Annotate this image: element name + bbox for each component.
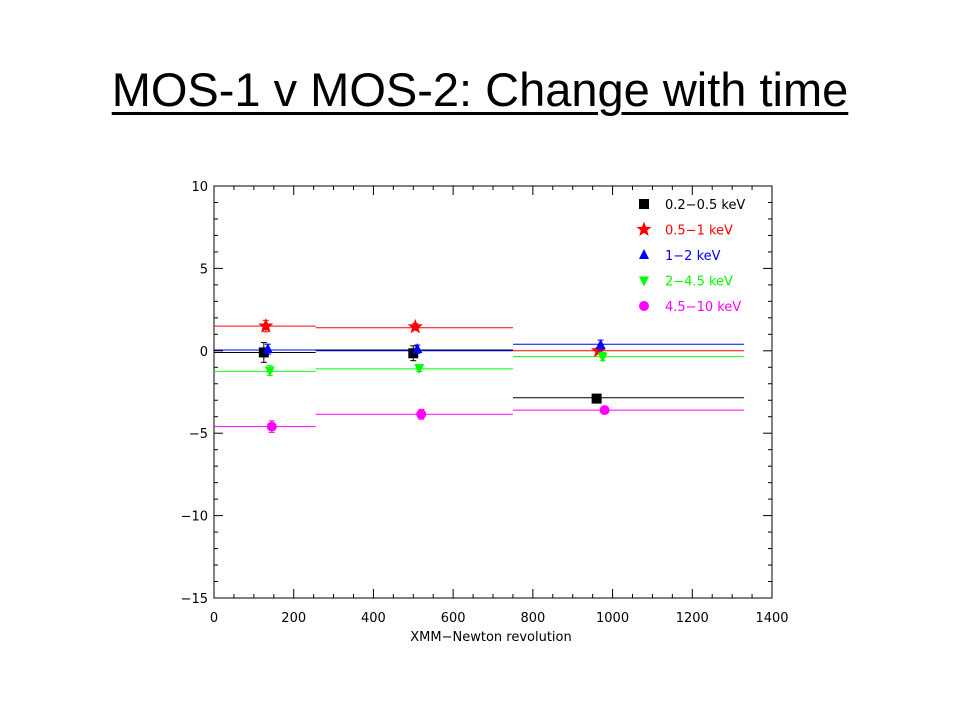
legend-label: 1−2 keV: [665, 249, 721, 264]
x-tick-label: 200: [281, 611, 306, 626]
x-tick-label: 0: [210, 611, 218, 626]
x-axis-label: XMM−Newton revolution: [410, 630, 571, 645]
legend-marker: [639, 249, 649, 259]
legend-marker: [639, 199, 649, 209]
x-tick-label: 1400: [755, 611, 788, 626]
data-point: [412, 343, 423, 354]
data-point: [595, 339, 606, 350]
data-point: [599, 405, 610, 416]
x-tick-label: 1200: [676, 611, 709, 626]
y-tick-label: −5: [189, 427, 208, 442]
data-point: [591, 393, 602, 404]
legend-label: 0.2−0.5 keV: [665, 198, 745, 213]
legend-marker: [636, 221, 652, 236]
legend-label: 2−4.5 keV: [665, 275, 733, 290]
x-tick-label: 1000: [596, 611, 629, 626]
y-tick-label: 0: [200, 345, 208, 360]
legend-marker: [639, 301, 649, 311]
data-point: [266, 421, 277, 432]
data-point: [258, 318, 274, 333]
x-tick-label: 800: [520, 611, 545, 626]
y-tick-label: 10: [191, 180, 208, 195]
legend-label: 0.5−1 keV: [665, 224, 733, 239]
data-point: [407, 318, 423, 334]
data-point: [597, 352, 608, 363]
legend-marker: [639, 276, 649, 287]
slide-title: MOS-1 v MOS-2: Change with time: [111, 63, 849, 116]
data-point: [416, 409, 427, 420]
y-tick-label: −10: [181, 510, 208, 525]
y-tick-label: 5: [200, 262, 208, 277]
plot-frame: [213, 185, 773, 599]
x-tick-label: 400: [361, 611, 386, 626]
data-point: [414, 364, 425, 375]
y-tick-label: −15: [181, 592, 208, 607]
data-point: [262, 343, 273, 354]
data-point: [264, 366, 275, 377]
data-point: [408, 348, 419, 359]
legend-label: 4.5−10 keV: [665, 300, 741, 315]
x-tick-label: 600: [441, 611, 466, 626]
